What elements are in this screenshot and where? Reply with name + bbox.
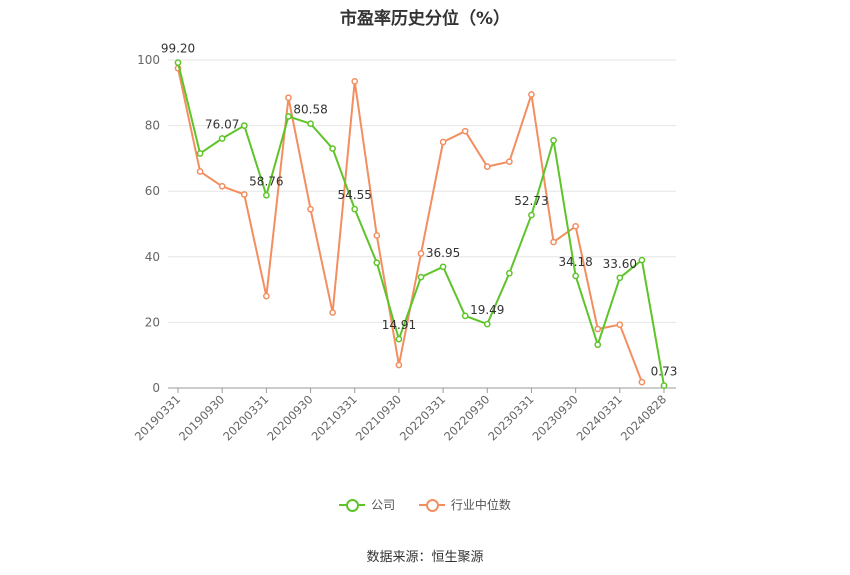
data-label: 58.76 [249,174,283,188]
x-tick-label: 20230331 [485,392,536,443]
industry-point [572,222,579,230]
industry-point [439,138,447,146]
industry-point [616,321,624,329]
legend-item-industry[interactable]: 行业中位数 [418,496,511,513]
legend-company-label: 公司 [371,498,396,512]
industry-point [218,182,226,190]
y-tick-label: 60 [145,184,160,198]
data-label: 14.91 [382,318,416,332]
data-label: 52.73 [514,194,548,208]
legend-company-swatch [339,498,366,512]
industry-point [506,158,513,166]
company-point [373,259,381,267]
industry-point [594,325,602,333]
company-point [329,145,336,152]
company-point [616,274,624,282]
x-tick-label: 20240331 [574,392,625,443]
company-point [594,341,602,349]
industry-point [351,77,359,85]
industry-point [307,205,314,213]
industry-point [196,168,204,175]
legend-industry-swatch [418,498,445,512]
series-lines [174,59,668,389]
industry-point [373,232,381,239]
industry-point [550,238,557,246]
industry-point [461,127,469,135]
data-label: 36.95 [426,246,460,260]
data-label: 99.20 [161,42,195,56]
data-label: 34.18 [558,255,592,269]
data-label: 54.55 [338,188,372,202]
company-point [218,135,226,142]
chart-title: 市盈率历史分位（%） [339,9,511,29]
company-point [528,211,535,219]
axes: 0 20 40 60 80 100 2019033120190930202003312020… [132,53,676,444]
y-tick-label: 20 [145,315,160,329]
x-tick-label: 20190930 [176,392,227,443]
company-point [550,137,557,144]
company-point [196,150,204,157]
company-point [506,269,513,277]
company-point [461,312,469,320]
data-label: 76.07 [205,117,239,131]
line-chart: 0 20 40 60 80 100 2019033120190930202003312020… [132,42,678,444]
company-point [638,256,646,264]
company-point [572,272,579,280]
industry-point [285,94,292,102]
y-tick-label: 100 [137,53,160,67]
company-point [483,320,491,328]
company-point [174,59,182,66]
x-tick-label: 20220331 [397,392,448,443]
industry-point [483,163,491,170]
y-tick-label: 40 [145,250,160,264]
industry-line [177,67,643,383]
data-labels: 99.20 76.07 58.76 80.58 54.55 14.91 36.95 19.49… [161,42,678,379]
company-point [285,113,292,120]
x-tick-label: 20200331 [220,392,271,443]
company-point [439,263,447,271]
data-label: 0.73 [651,365,678,379]
legend: 公司 行业中位数 [0,496,850,515]
x-tick-label: 20240828 [618,392,669,443]
company-point [417,273,425,281]
company-point [263,191,270,199]
industry-point [329,309,336,316]
industry-point [263,292,270,300]
industry-point [417,250,425,257]
company-point [307,120,314,128]
x-tick-label: 20230930 [529,392,580,443]
x-tick-label: 20200930 [264,392,315,443]
data-label: 33.60 [603,257,637,271]
data-source: 数据来源：恒生聚源 [366,550,484,565]
company-point [660,382,668,389]
industry-point [395,361,403,369]
legend-industry-label: 行业中位数 [450,498,511,512]
x-tick-label: 20210930 [353,392,404,443]
company-point [395,335,403,343]
industry-point [528,91,535,98]
x-tick-label: 20190331 [132,392,183,443]
industry-point [638,378,646,386]
y-tick-label: 80 [145,119,160,133]
industry-point [240,191,248,198]
x-tick-label: 20220930 [441,392,492,443]
company-point [351,205,359,213]
y-tick-label: 0 [152,381,160,395]
company-point [240,122,248,129]
legend-item-company[interactable]: 公司 [339,496,395,513]
data-label: 80.58 [293,103,327,117]
data-label: 19.49 [470,303,504,317]
x-tick-label: 20210331 [309,392,360,443]
